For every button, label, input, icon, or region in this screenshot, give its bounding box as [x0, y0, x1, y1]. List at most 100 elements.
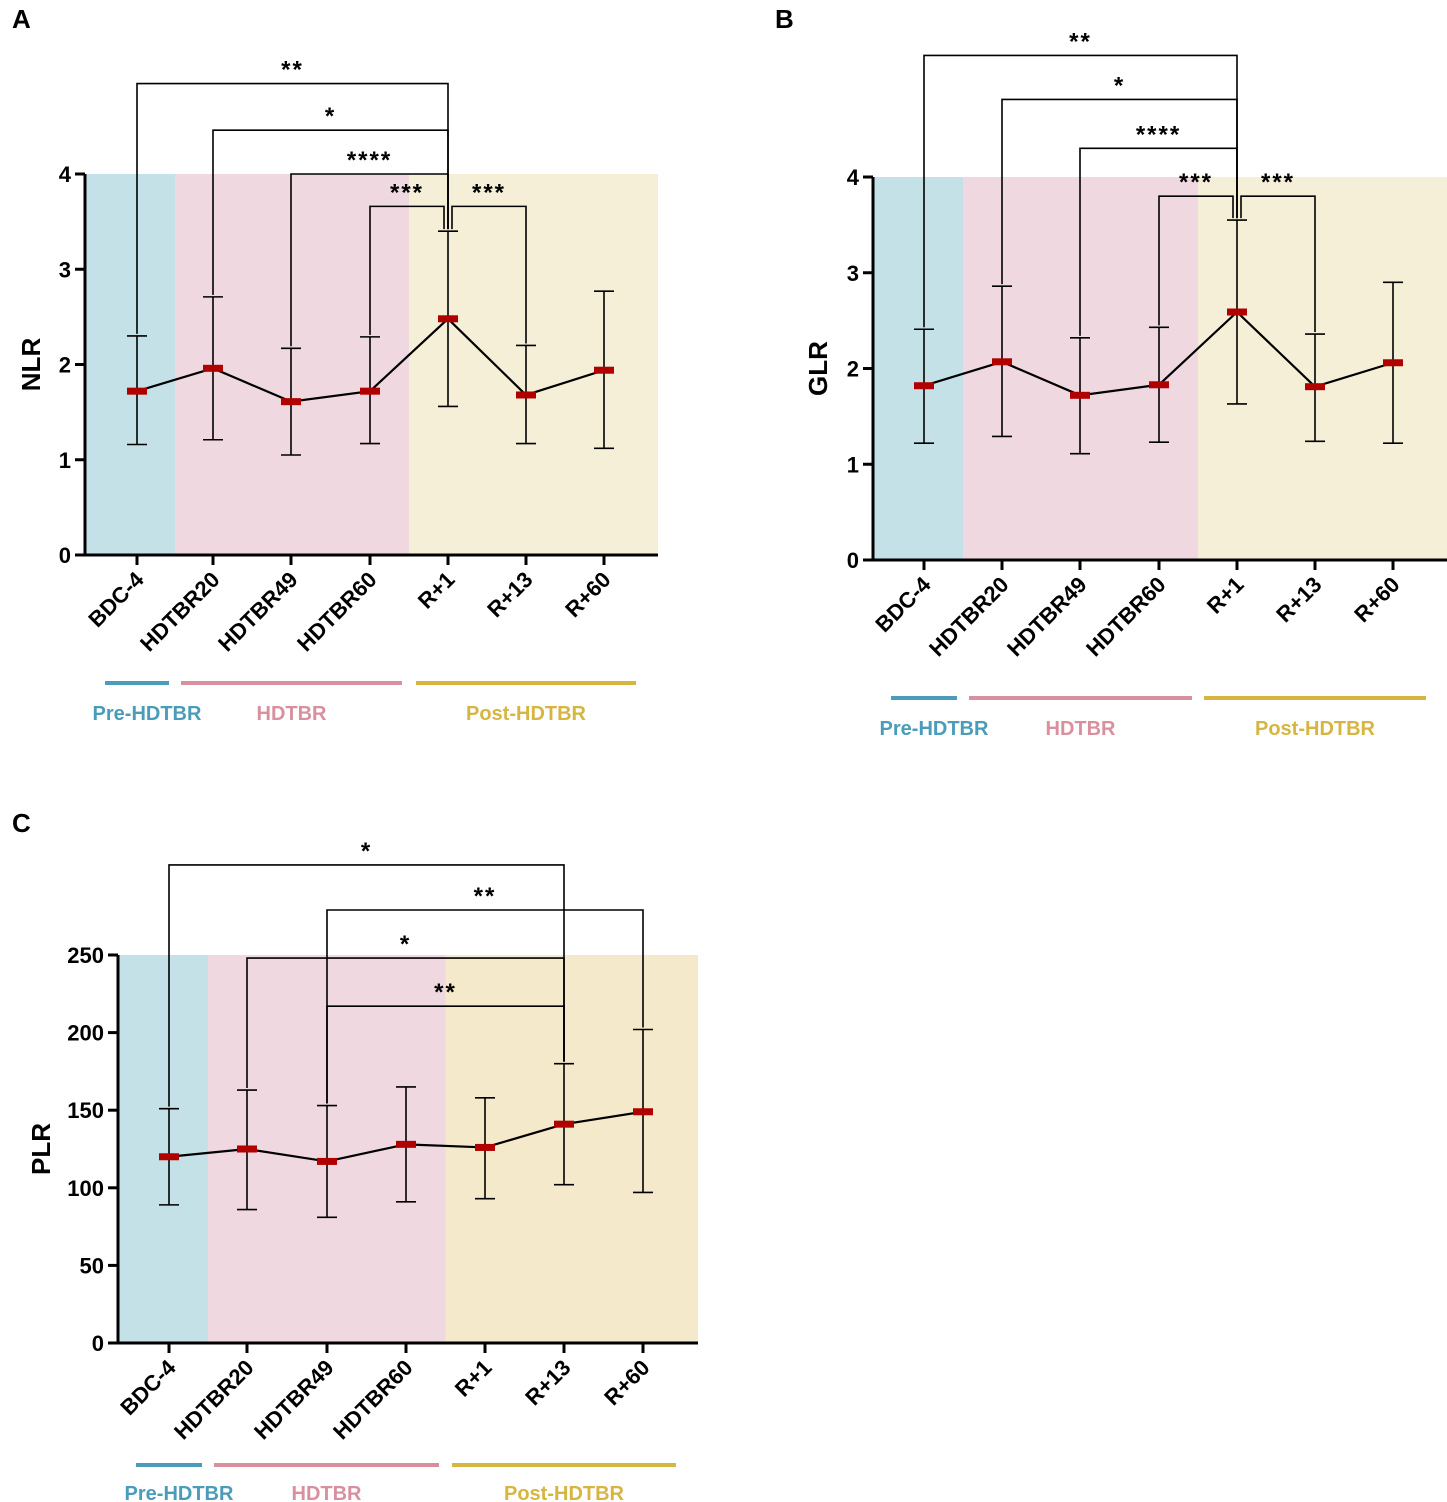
panel-letter: A: [12, 4, 31, 34]
data-point: [127, 387, 147, 395]
data-point: [633, 1108, 653, 1116]
y-tick-label: 3: [847, 261, 859, 286]
group-label-pre: Pre-HDTBR: [880, 718, 989, 740]
significance-bracket: [326, 1005, 565, 1104]
data-point: [594, 366, 614, 374]
x-tick-label: HDTBR60: [292, 567, 381, 656]
x-tick-label: HDTBR49: [213, 567, 302, 656]
y-tick-label: 4: [59, 162, 72, 187]
x-tick-label: BDC-4: [115, 1354, 181, 1420]
data-point: [554, 1120, 574, 1128]
phase-band-pre: [118, 955, 208, 1343]
significance-label: **: [1069, 28, 1092, 55]
panel-c: C050100150200250PLRBDC-4HDTBR20HDTBR49HD…: [12, 808, 698, 1502]
y-tick-label: 150: [67, 1098, 104, 1123]
x-tick-label: HDTBR20: [135, 567, 224, 656]
significance-bracket: [1079, 147, 1238, 336]
group-label-post: Post-HDTBR: [1255, 718, 1376, 740]
group-label-hdtbr: HDTBR: [292, 1483, 363, 1502]
significance-label: *: [325, 103, 336, 130]
significance-bracket: [290, 173, 449, 347]
y-axis-label: GLR: [803, 341, 833, 396]
x-tick-label: HDTBR60: [1081, 572, 1170, 661]
x-tick-label: R+13: [482, 567, 537, 622]
x-tick-label: R+60: [560, 567, 615, 622]
data-point: [159, 1153, 179, 1161]
phase-band-pre: [85, 174, 175, 555]
group-label-hdtbr: HDTBR: [1046, 718, 1117, 740]
significance-label: *: [361, 838, 372, 865]
significance-label: **: [434, 979, 457, 1006]
x-tick-label: HDTBR49: [249, 1355, 338, 1444]
data-point: [475, 1143, 495, 1151]
significance-bracket: [1158, 195, 1234, 326]
x-tick-label: HDTBR49: [1002, 572, 1091, 661]
x-tick-label: R+60: [599, 1355, 654, 1410]
x-tick-label: R+13: [1271, 572, 1326, 627]
y-axis-label: PLR: [26, 1123, 56, 1175]
data-point: [1305, 383, 1325, 391]
panel-letter: C: [12, 808, 31, 838]
x-tick-label: HDTBR60: [328, 1355, 417, 1444]
significance-label: ****: [347, 147, 392, 174]
group-label-pre: Pre-HDTBR: [125, 1483, 234, 1502]
phase-band-pre: [873, 177, 963, 560]
y-tick-label: 200: [67, 1021, 104, 1046]
data-point: [317, 1157, 337, 1165]
x-tick-label: R+1: [450, 1355, 497, 1402]
y-tick-label: 0: [92, 1331, 104, 1356]
phase-band-post: [1198, 177, 1447, 560]
panel-letter: B: [775, 4, 794, 34]
y-tick-label: 1: [59, 448, 71, 473]
data-point: [438, 315, 458, 323]
data-point: [1070, 391, 1090, 399]
y-tick-label: 2: [847, 357, 859, 382]
group-label-hdtbr: HDTBR: [257, 703, 328, 725]
x-tick-label: BDC-4: [870, 571, 936, 637]
group-label-post: Post-HDTBR: [466, 703, 587, 725]
significance-label: *: [1114, 72, 1125, 99]
significance-label: ***: [472, 179, 506, 206]
significance-label: **: [474, 883, 497, 910]
y-tick-label: 1: [847, 452, 859, 477]
significance-bracket: [1240, 195, 1316, 333]
significance-label: ***: [1179, 169, 1213, 196]
y-tick-label: 0: [59, 543, 71, 568]
y-tick-label: 2: [59, 353, 71, 378]
x-tick-label: R+1: [413, 567, 460, 614]
x-tick-label: R+13: [520, 1355, 575, 1410]
group-label-post_c: Post-HDTBR: [504, 1483, 625, 1502]
data-point: [237, 1145, 257, 1153]
y-tick-label: 3: [59, 257, 71, 282]
data-point: [1227, 308, 1247, 316]
significance-bracket: [369, 205, 445, 335]
significance-label: ***: [1261, 169, 1295, 196]
x-tick-label: R+1: [1202, 572, 1249, 619]
group-label-pre: Pre-HDTBR: [93, 703, 202, 725]
y-tick-label: 4: [847, 165, 860, 190]
data-point: [992, 358, 1012, 366]
data-point: [516, 391, 536, 399]
phase-band-hdtbr: [175, 174, 409, 555]
y-tick-label: 100: [67, 1176, 104, 1201]
y-tick-label: 250: [67, 943, 104, 968]
significance-label: ****: [1136, 121, 1181, 148]
x-tick-label: HDTBR20: [169, 1355, 258, 1444]
significance-label: *: [400, 931, 411, 958]
x-tick-label: HDTBR20: [924, 572, 1013, 661]
x-tick-label: R+60: [1349, 572, 1404, 627]
data-point: [1383, 359, 1403, 367]
y-tick-label: 0: [847, 548, 859, 573]
y-axis-label: NLR: [16, 338, 46, 392]
data-point: [396, 1140, 416, 1148]
data-point: [914, 382, 934, 390]
significance-label: ***: [390, 179, 424, 206]
data-point: [1149, 381, 1169, 389]
data-point: [281, 398, 301, 406]
data-point: [360, 387, 380, 395]
significance-label: **: [281, 57, 304, 84]
x-tick-label: BDC-4: [83, 566, 149, 632]
